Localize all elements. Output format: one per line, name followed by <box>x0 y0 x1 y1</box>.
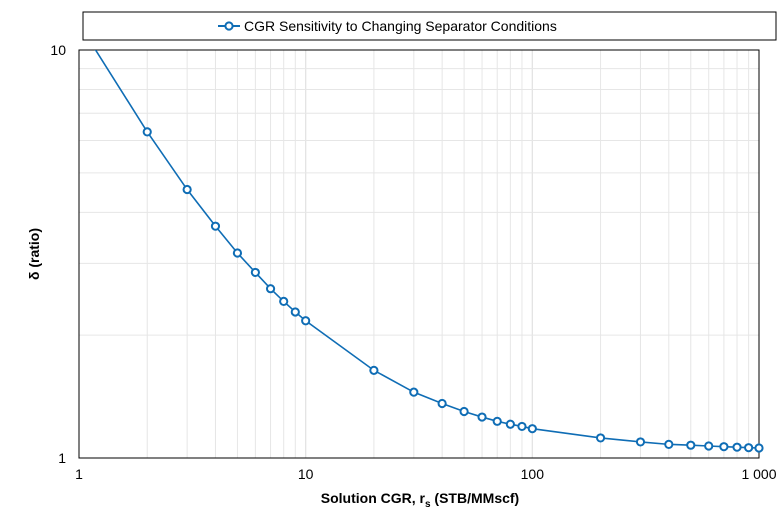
data-point <box>232 248 243 258</box>
x-tick-label: 1 <box>75 466 83 482</box>
data-point <box>437 398 447 409</box>
y-tick-label: 10 <box>50 42 66 58</box>
data-point <box>265 284 276 294</box>
data-point <box>635 437 646 447</box>
series-line <box>94 50 759 449</box>
legend-box <box>82 11 777 41</box>
series-layer <box>94 50 764 453</box>
data-point <box>492 416 502 426</box>
data-point <box>595 433 606 443</box>
data-point <box>744 443 754 453</box>
data-point <box>459 406 469 417</box>
data-point <box>527 424 537 434</box>
data-point <box>210 221 221 231</box>
data-point <box>505 419 515 429</box>
x-axis-title: Solution CGR, rs (STB/MMscf) <box>321 490 519 510</box>
x-tick-label: 100 <box>521 466 545 482</box>
data-point <box>517 421 527 432</box>
data-point <box>409 387 419 397</box>
data-point <box>369 365 379 375</box>
legend: CGR Sensitivity to Changing Separator Co… <box>82 11 777 41</box>
data-point <box>301 316 311 326</box>
y-axis-title: δ (ratio) <box>26 228 42 280</box>
y-tick-label: 1 <box>58 450 66 466</box>
legend-label: CGR Sensitivity to Changing Separator Co… <box>244 18 557 34</box>
data-point <box>142 127 152 137</box>
grid <box>79 50 759 458</box>
data-point <box>686 440 696 450</box>
plot-area <box>78 49 760 459</box>
data-point <box>704 441 714 451</box>
data-point <box>732 442 742 452</box>
data-point <box>477 412 487 422</box>
x-tick-label: 10 <box>298 466 314 482</box>
data-point <box>250 267 260 278</box>
data-point <box>182 184 192 195</box>
data-point <box>664 439 674 449</box>
data-point <box>754 443 764 453</box>
data-point <box>279 296 289 307</box>
legend-marker-sample <box>224 21 234 31</box>
tick-labels: 1 10 100 1 000 1 10 <box>50 42 776 482</box>
x-axis-title-subscript: s <box>425 499 431 510</box>
x-tick-label: 1 000 <box>741 466 776 482</box>
data-point <box>719 442 729 452</box>
data-point <box>290 307 300 317</box>
